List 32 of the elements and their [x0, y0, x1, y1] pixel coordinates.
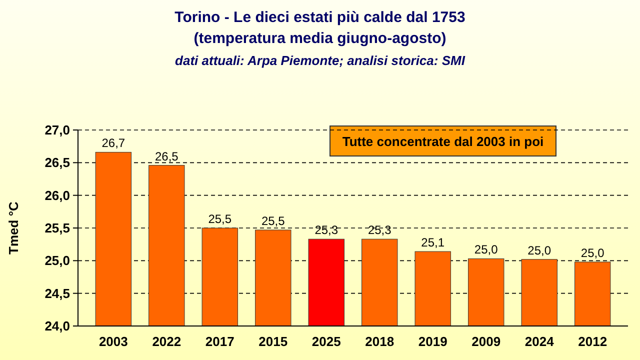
x-tick-label: 2018	[365, 334, 394, 349]
y-tick-label: 24,0	[44, 318, 70, 334]
data-label: 25,3	[314, 223, 338, 238]
y-axis-title: Tmed °C	[6, 200, 21, 254]
data-label: 26,7	[102, 136, 126, 150]
x-tick-label: 2003	[98, 334, 128, 349]
text: dati attuali: Arpa Piemonte; analisi storica: SMI	[175, 53, 466, 68]
data-label: 25,1	[421, 236, 445, 250]
y-tick-label: 27,0	[44, 122, 70, 138]
x-tick-label: 2012	[578, 334, 608, 349]
x-tick-label: 2022	[152, 334, 182, 349]
y-tick-label: 26,0	[44, 188, 70, 203]
x-tick-label: 2025	[312, 334, 341, 349]
data-label: 25,0	[474, 242, 498, 257]
data-label: 26,5	[154, 149, 179, 164]
annotation: Tutte concentrate dal 2003 in poi	[342, 134, 544, 149]
data-label: 25,5	[261, 214, 286, 228]
chart-subtitle: (temperatura media giugno-agosto)	[194, 30, 446, 47]
data-label: 25,0	[528, 243, 552, 258]
y-tick-label: 26,5	[44, 155, 70, 170]
x-tick-label: 2015	[258, 334, 288, 349]
data-label: 25,3	[368, 223, 392, 238]
x-tick-label: 2009	[472, 334, 501, 349]
y-tick-label: 24,5	[44, 286, 70, 301]
data-label: 25,0	[580, 246, 605, 260]
x-tick-label: 2019	[418, 334, 448, 349]
data-label: 25,5	[208, 212, 232, 226]
y-tick-label: 25,5	[44, 220, 70, 236]
x-tick-label: 2017	[205, 334, 234, 349]
y-tick-label: 25,0	[44, 253, 70, 268]
x-tick-label: 2024	[524, 334, 555, 349]
chart-title: Torino - Le dieci estati più calde dal 1753	[174, 9, 466, 26]
